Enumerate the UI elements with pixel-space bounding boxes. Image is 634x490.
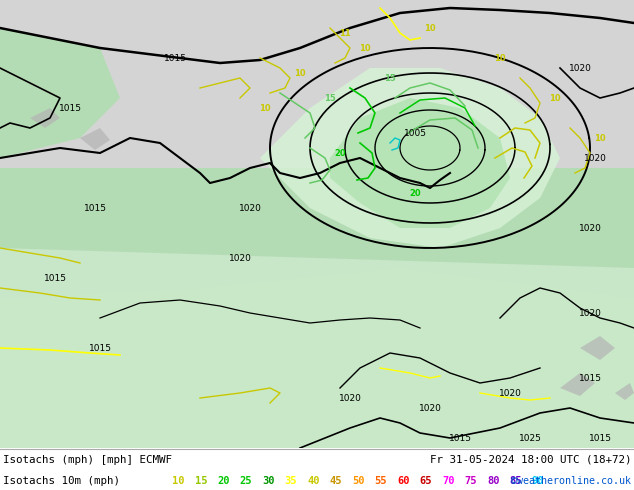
Text: 10: 10 [424,24,436,32]
Text: Isotachs (mph) [mph] ECMWF: Isotachs (mph) [mph] ECMWF [3,455,172,465]
Text: 1020: 1020 [418,403,441,413]
Polygon shape [615,383,634,400]
Polygon shape [330,98,510,228]
Polygon shape [0,248,634,448]
Text: 1020: 1020 [579,309,602,318]
Text: 1025: 1025 [519,434,541,442]
Text: 1020: 1020 [238,203,261,213]
Text: 55: 55 [375,476,387,486]
Text: 10: 10 [594,133,606,143]
Text: 1020: 1020 [229,253,252,263]
Polygon shape [560,373,595,396]
Text: 1005: 1005 [403,128,427,138]
Text: 65: 65 [420,476,432,486]
Text: 10: 10 [294,69,306,77]
Text: 1020: 1020 [339,393,361,402]
Text: 1015: 1015 [84,203,107,213]
Text: 70: 70 [442,476,455,486]
Text: 11: 11 [339,28,351,38]
Text: 50: 50 [352,476,365,486]
Text: 1020: 1020 [498,389,521,397]
Text: 35: 35 [285,476,297,486]
Text: 10: 10 [359,44,371,52]
Text: 1015: 1015 [164,53,186,63]
Text: 1020: 1020 [583,153,607,163]
Text: 1015: 1015 [44,273,67,283]
Polygon shape [260,68,560,248]
Text: 1015: 1015 [58,103,82,113]
Text: 1015: 1015 [448,434,472,442]
Text: 15: 15 [384,74,396,82]
FancyBboxPatch shape [0,168,634,448]
Text: 45: 45 [330,476,342,486]
Polygon shape [80,128,110,150]
Text: 1015: 1015 [578,373,602,383]
Text: 85: 85 [510,476,522,486]
Text: 20: 20 [334,148,346,157]
Text: 90: 90 [532,476,545,486]
Text: 75: 75 [465,476,477,486]
FancyBboxPatch shape [0,0,634,168]
Text: 10: 10 [259,103,271,113]
Text: 1015: 1015 [588,434,612,442]
Text: 15: 15 [195,476,207,486]
Text: 10: 10 [494,53,506,63]
Text: 10: 10 [549,94,561,102]
Text: 1015: 1015 [89,343,112,352]
Text: 20: 20 [409,189,421,197]
Text: 15: 15 [324,94,336,102]
Text: 80: 80 [487,476,500,486]
Polygon shape [0,28,120,158]
Text: 60: 60 [397,476,410,486]
Text: Isotachs 10m (mph): Isotachs 10m (mph) [3,476,120,486]
Polygon shape [580,336,615,360]
Text: ©weatheronline.co.uk: ©weatheronline.co.uk [511,476,631,486]
Text: 30: 30 [262,476,275,486]
Text: 25: 25 [240,476,252,486]
Polygon shape [30,108,60,128]
Text: 1020: 1020 [569,64,592,73]
Text: 40: 40 [307,476,320,486]
Polygon shape [0,268,634,448]
Text: Fr 31-05-2024 18:00 UTC (18+72): Fr 31-05-2024 18:00 UTC (18+72) [429,455,631,465]
Text: 1020: 1020 [579,223,602,232]
Text: 20: 20 [217,476,230,486]
Text: 10: 10 [172,476,184,486]
